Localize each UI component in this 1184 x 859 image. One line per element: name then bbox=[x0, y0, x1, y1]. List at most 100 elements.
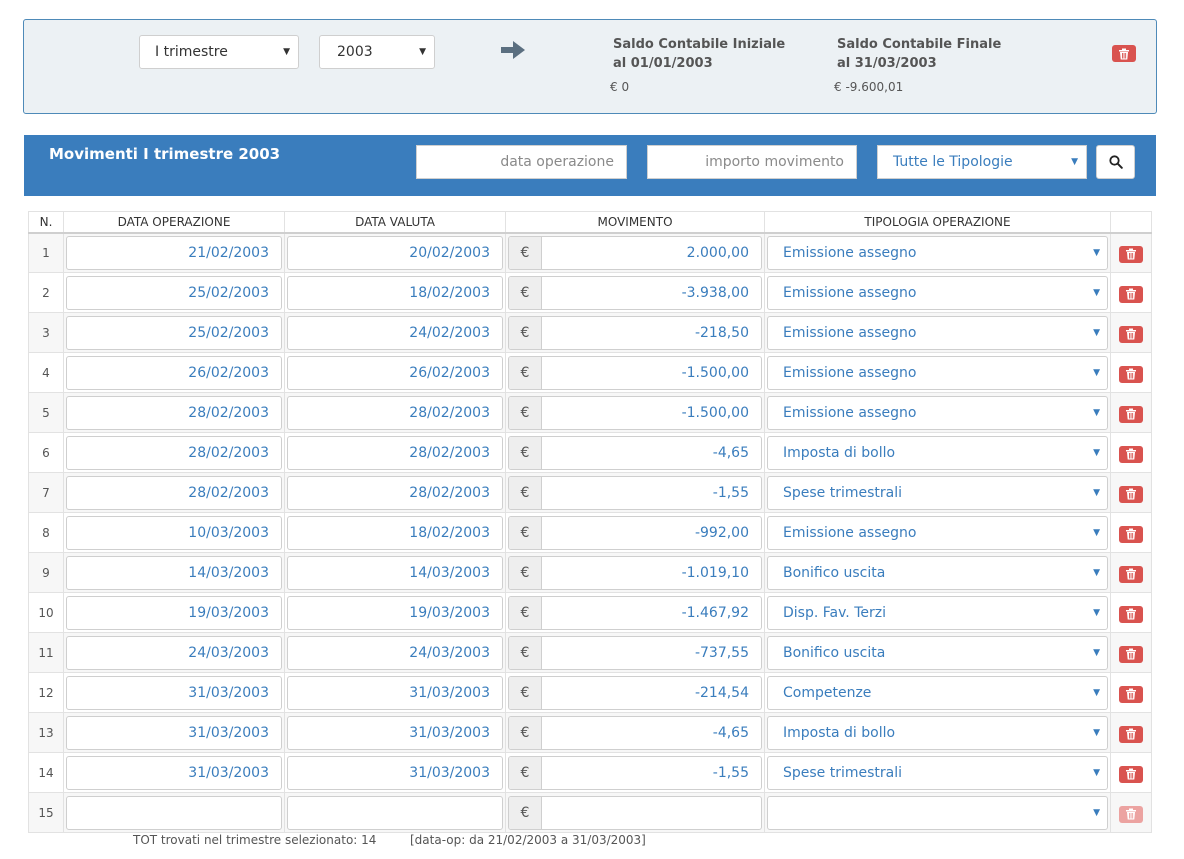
data-operazione-input[interactable]: 26/02/2003 bbox=[66, 355, 282, 390]
movimento-input[interactable]: -214,54 bbox=[694, 684, 749, 701]
delete-row-button[interactable] bbox=[1119, 605, 1143, 623]
movimento-input[interactable]: -737,55 bbox=[694, 644, 749, 661]
caret-down-icon: ▼ bbox=[1093, 727, 1100, 738]
data-valuta-input[interactable]: 18/02/2003 bbox=[287, 515, 503, 550]
data-valuta-input[interactable]: 24/02/2003 bbox=[287, 315, 503, 350]
movimento-input[interactable]: -3.938,00 bbox=[681, 284, 749, 301]
delete-row-button[interactable] bbox=[1119, 645, 1143, 663]
saldo-iniziale-value: € 0 bbox=[610, 80, 630, 94]
tipologia-select[interactable]: ▼ bbox=[767, 795, 1108, 830]
delete-row-button[interactable] bbox=[1119, 725, 1143, 743]
delete-period-button[interactable] bbox=[1112, 45, 1136, 62]
tipologia-select[interactable]: Emissione assegno ▼ bbox=[767, 395, 1108, 430]
tipologia-select[interactable]: Emissione assegno ▼ bbox=[767, 515, 1108, 550]
movimento-input[interactable]: -4,65 bbox=[712, 444, 749, 461]
data-valuta-input[interactable]: 14/03/2003 bbox=[287, 555, 503, 590]
movimenti-header: Movimenti I trimestre 2003 data operazio… bbox=[24, 135, 1156, 196]
delete-row-button[interactable] bbox=[1119, 485, 1143, 503]
tipologia-select[interactable]: Bonifico uscita ▼ bbox=[767, 555, 1108, 590]
data-operazione-input[interactable]: 31/03/2003 bbox=[66, 715, 282, 750]
tipologia-select[interactable]: Imposta di bollo ▼ bbox=[767, 715, 1108, 750]
search-button[interactable] bbox=[1096, 145, 1135, 179]
data-valuta-input[interactable]: 31/03/2003 bbox=[287, 715, 503, 750]
tipologia-value: Bonifico uscita bbox=[783, 564, 886, 581]
data-valuta-input[interactable]: 28/02/2003 bbox=[287, 435, 503, 470]
delete-row-button[interactable] bbox=[1119, 525, 1143, 543]
tipologia-select[interactable]: Disp. Fav. Terzi ▼ bbox=[767, 595, 1108, 630]
data-valuta-input[interactable]: 31/03/2003 bbox=[287, 755, 503, 790]
data-operazione-input[interactable]: 28/02/2003 bbox=[66, 435, 282, 470]
data-operazione-input[interactable]: 10/03/2003 bbox=[66, 515, 282, 550]
tipologia-select[interactable]: Emissione assegno ▼ bbox=[767, 355, 1108, 390]
row-number: 11 bbox=[28, 632, 64, 673]
movimento-input[interactable]: -4,65 bbox=[712, 724, 749, 741]
data-operazione-input[interactable]: 28/02/2003 bbox=[66, 395, 282, 430]
delete-row-button[interactable] bbox=[1119, 405, 1143, 423]
data-operazione-input[interactable]: 25/02/2003 bbox=[66, 275, 282, 310]
data-operazione-input[interactable]: 28/02/2003 bbox=[66, 475, 282, 510]
table-row: 6 28/02/2003 28/02/2003 € -4,65 Imposta di bo… bbox=[28, 432, 1152, 473]
caret-down-icon: ▼ bbox=[1093, 367, 1100, 378]
movimento-input[interactable] bbox=[542, 797, 761, 829]
data-operazione-input[interactable]: 19/03/2003 bbox=[66, 595, 282, 630]
delete-row-button[interactable] bbox=[1119, 565, 1143, 583]
amount-filter-input[interactable]: importo movimento bbox=[647, 145, 857, 179]
data-valuta-input[interactable]: 18/02/2003 bbox=[287, 275, 503, 310]
data-valuta-input[interactable]: 20/02/2003 bbox=[287, 235, 503, 270]
movimento-input[interactable]: -1.019,10 bbox=[681, 564, 749, 581]
type-filter-select[interactable]: Tutte le Tipologie ▼ bbox=[877, 145, 1087, 179]
data-valuta-input[interactable]: 24/03/2003 bbox=[287, 635, 503, 670]
data-valuta-input[interactable]: 26/02/2003 bbox=[287, 355, 503, 390]
date-filter-input[interactable]: data operazione bbox=[416, 145, 627, 179]
movimento-input[interactable]: -1,55 bbox=[712, 764, 749, 781]
data-operazione-input[interactable]: 21/02/2003 bbox=[66, 235, 282, 270]
column-header-data-operazione: DATA OPERAZIONE bbox=[63, 211, 285, 234]
delete-row-button[interactable] bbox=[1119, 805, 1143, 823]
row-number: 10 bbox=[28, 592, 64, 633]
tipologia-select[interactable]: Bonifico uscita ▼ bbox=[767, 635, 1108, 670]
movimento-input-group: € -1,55 bbox=[508, 755, 762, 790]
data-valuta-input[interactable]: 19/03/2003 bbox=[287, 595, 503, 630]
movimento-input[interactable]: -1.500,00 bbox=[681, 364, 749, 381]
trash-icon bbox=[1126, 728, 1136, 740]
data-operazione-input[interactable]: 31/03/2003 bbox=[66, 755, 282, 790]
data-operazione-input[interactable] bbox=[66, 795, 282, 830]
tipologia-select[interactable]: Imposta di bollo ▼ bbox=[767, 435, 1108, 470]
data-valuta-input[interactable]: 31/03/2003 bbox=[287, 675, 503, 710]
movimento-input[interactable]: -1,55 bbox=[712, 484, 749, 501]
delete-row-button[interactable] bbox=[1119, 285, 1143, 303]
data-valuta-input[interactable]: 28/02/2003 bbox=[287, 395, 503, 430]
table-header-row: N. DATA OPERAZIONE DATA VALUTA MOVIMENTO… bbox=[28, 211, 1152, 234]
movimento-input[interactable]: 2.000,00 bbox=[686, 244, 749, 261]
data-valuta-input[interactable]: 28/02/2003 bbox=[287, 475, 503, 510]
data-operazione-input[interactable]: 24/03/2003 bbox=[66, 635, 282, 670]
data-operazione-input[interactable]: 31/03/2003 bbox=[66, 675, 282, 710]
delete-row-button[interactable] bbox=[1119, 325, 1143, 343]
tipologia-select[interactable]: Emissione assegno ▼ bbox=[767, 315, 1108, 350]
page-title: Movimenti I trimestre 2003 bbox=[49, 145, 281, 163]
delete-row-button[interactable] bbox=[1119, 685, 1143, 703]
tipologia-select[interactable]: Spese trimestrali ▼ bbox=[767, 475, 1108, 510]
euro-addon: € bbox=[509, 676, 542, 709]
data-operazione-input[interactable]: 14/03/2003 bbox=[66, 555, 282, 590]
tipologia-select[interactable]: Spese trimestrali ▼ bbox=[767, 755, 1108, 790]
column-header-data-valuta: DATA VALUTA bbox=[284, 211, 506, 234]
movimento-input[interactable]: -1.467,92 bbox=[681, 604, 749, 621]
movimento-input[interactable]: -218,50 bbox=[694, 324, 749, 341]
year-select[interactable]: 2003 ▼ bbox=[319, 35, 435, 69]
delete-row-button[interactable] bbox=[1119, 765, 1143, 783]
table-row: 12 31/03/2003 31/03/2003 € -214,54 Competenze… bbox=[28, 672, 1152, 713]
delete-row-button[interactable] bbox=[1119, 445, 1143, 463]
movimento-input[interactable]: -992,00 bbox=[694, 524, 749, 541]
data-operazione-input[interactable]: 25/02/2003 bbox=[66, 315, 282, 350]
delete-row-button[interactable] bbox=[1119, 365, 1143, 383]
tipologia-select[interactable]: Competenze ▼ bbox=[767, 675, 1108, 710]
euro-addon: € bbox=[509, 316, 542, 349]
tipologia-select[interactable]: Emissione assegno ▼ bbox=[767, 275, 1108, 310]
data-valuta-input[interactable] bbox=[287, 795, 503, 830]
delete-row-button[interactable] bbox=[1119, 245, 1143, 263]
tipologia-select[interactable]: Emissione assegno ▼ bbox=[767, 235, 1108, 270]
movimento-input[interactable]: -1.500,00 bbox=[681, 404, 749, 421]
quarter-select[interactable]: I trimestre ▼ bbox=[139, 35, 299, 69]
arrow-right-icon bbox=[501, 41, 525, 59]
